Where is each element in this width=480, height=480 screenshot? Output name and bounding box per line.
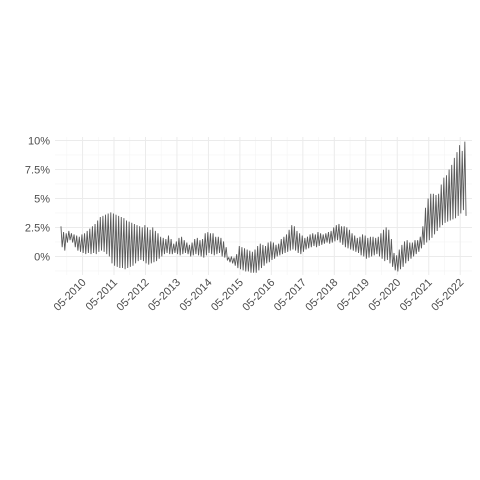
x-tick-label: 05-2015	[209, 277, 246, 314]
y-tick-label: 5%	[34, 193, 50, 205]
x-tick-label: 05-2019	[335, 277, 372, 314]
x-tick-label: 05-2017	[272, 277, 309, 314]
x-tick-label: 05-2021	[398, 277, 435, 314]
series-line-0	[60, 141, 467, 273]
x-axis: 05-201005-201105-201205-201305-201405-20…	[52, 277, 467, 314]
y-tick-label: 2.5%	[25, 222, 50, 234]
x-tick-label: 05-2018	[303, 277, 340, 314]
y-tick-label: 0%	[34, 251, 50, 263]
series-group	[60, 141, 467, 273]
x-tick-label: 05-2013	[146, 277, 183, 314]
y-tick-label: 10%	[28, 135, 50, 147]
x-tick-label: 05-2010	[52, 277, 89, 314]
y-axis: 0% 2.5% 5% 7.5% 10%	[25, 135, 50, 263]
x-tick-label: 05-2022	[429, 277, 466, 314]
x-tick-label: 05-2011	[84, 277, 120, 313]
y-tick-label: 7.5%	[25, 164, 50, 176]
x-tick-label: 05-2020	[366, 277, 403, 314]
x-tick-label: 05-2016	[240, 277, 277, 314]
x-tick-label: 05-2014	[178, 277, 215, 314]
x-tick-label: 05-2012	[115, 277, 152, 314]
